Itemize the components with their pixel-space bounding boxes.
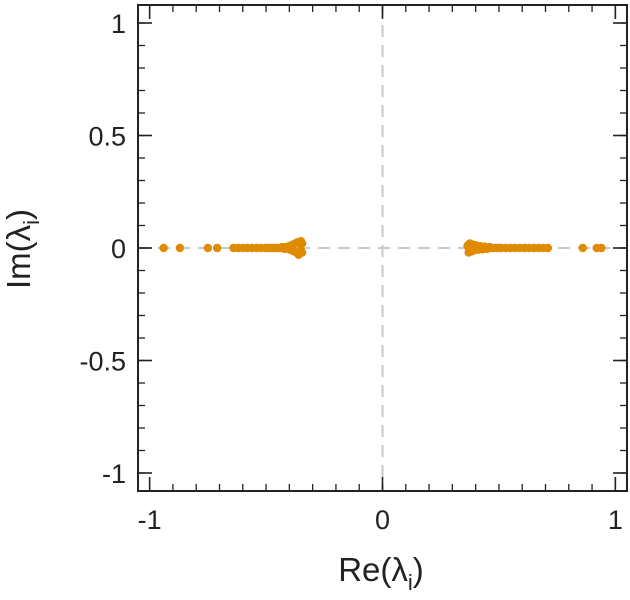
- data-point: [159, 243, 168, 253]
- x-tick-label: 0: [375, 505, 390, 535]
- data-point: [296, 237, 306, 246]
- y-tick-label: 1: [111, 9, 126, 39]
- data-point: [212, 243, 222, 253]
- y-tick-labels: 1 0.5 0 -0.5 -1: [79, 9, 126, 489]
- x-tick-label: -1: [138, 505, 162, 535]
- data-point: [464, 243, 473, 253]
- y-axis-label: Im(λi): [0, 209, 44, 289]
- y-tick-label: 0: [111, 234, 126, 264]
- data-point: [578, 243, 587, 253]
- y-tick-label: 0.5: [88, 122, 126, 152]
- data-point: [294, 250, 303, 259]
- plot-frame: [137, 4, 628, 492]
- y-tick-label: -0.5: [79, 347, 126, 377]
- x-axis-label: Re(λi): [338, 551, 424, 595]
- x-tick-label: 1: [608, 505, 623, 535]
- y-tick-label: -1: [102, 459, 126, 489]
- x-tick-labels: -1 0 1: [138, 505, 623, 535]
- data-points: [159, 237, 606, 259]
- data-point: [592, 243, 601, 253]
- major-ticks: [138, 5, 627, 491]
- data-point: [203, 243, 213, 253]
- data-point: [175, 243, 185, 253]
